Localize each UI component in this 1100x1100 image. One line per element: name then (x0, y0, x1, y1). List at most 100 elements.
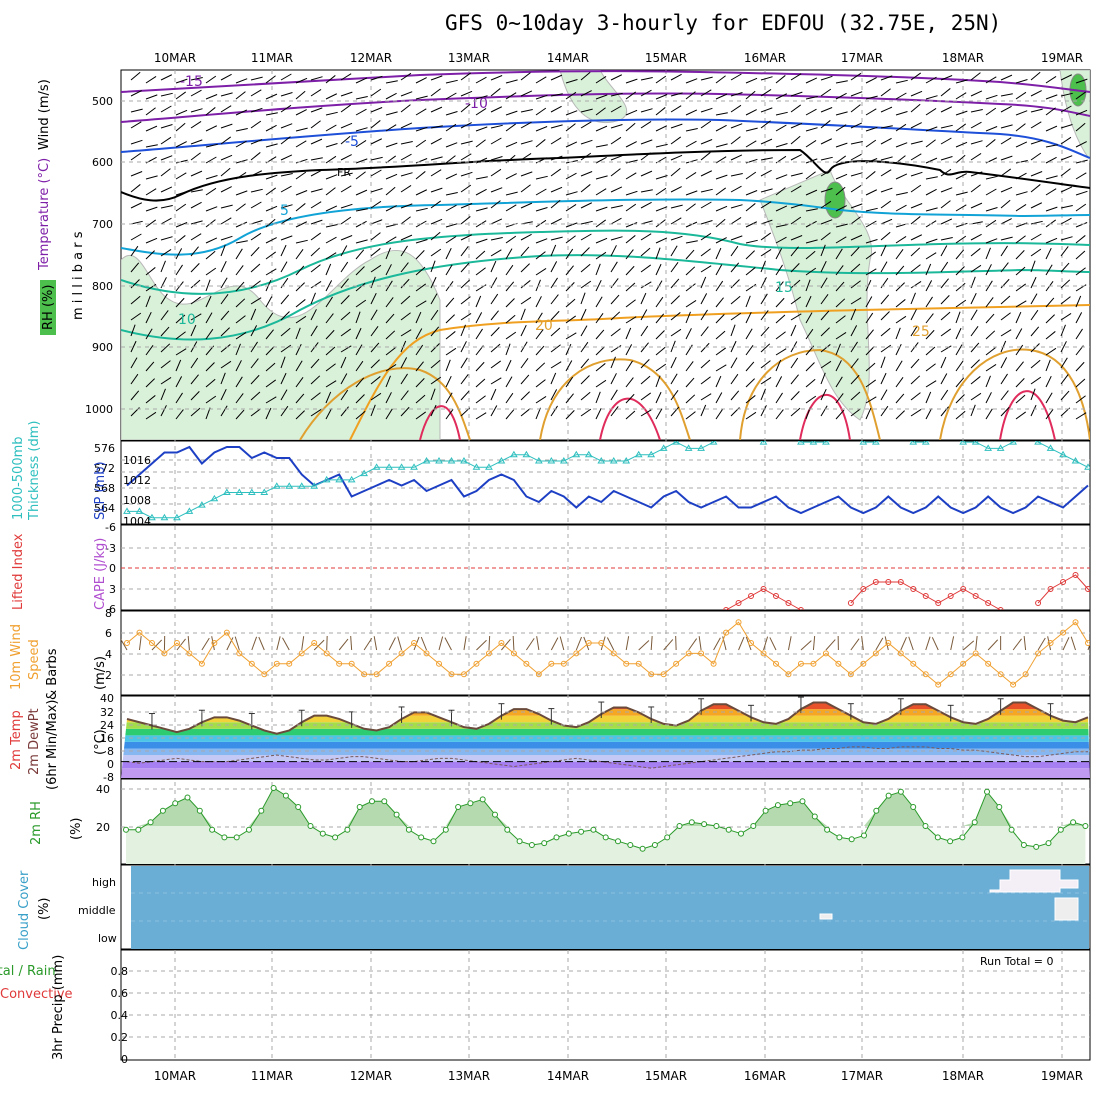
wind-barb (400, 234, 413, 241)
wind-barb (700, 326, 709, 337)
temp-ylabel-2: 2m DewPt (27, 708, 42, 775)
wind-barb (565, 172, 577, 180)
wind-barb (610, 92, 623, 97)
wind-barb-10m (350, 635, 353, 651)
wind-speed-point (847, 671, 854, 678)
wind-barb (1045, 206, 1058, 212)
wind-barb (145, 175, 158, 180)
wind-speed-point (124, 640, 130, 646)
thickness-point (1009, 441, 1018, 445)
wind-barb (325, 263, 332, 276)
wind-barb (760, 249, 772, 257)
wind-barb (550, 327, 561, 337)
wind-barb (355, 299, 367, 308)
cloud-cover-patches (819, 869, 1079, 921)
wind-barb (445, 297, 455, 308)
wind-barb (895, 315, 907, 324)
wind-barb (895, 360, 903, 372)
wind-barb (400, 295, 411, 305)
thickness-point (160, 513, 169, 521)
wind-barb (130, 121, 142, 129)
wind-barb (145, 328, 153, 340)
wind-barb-10m (121, 638, 128, 651)
wind-barb (835, 236, 847, 244)
thickness-point (584, 450, 593, 458)
rh-point (553, 834, 560, 841)
wind-barb (160, 124, 173, 129)
wind-barb (640, 220, 653, 225)
upper-ylabel-rh: RH (%) (41, 285, 56, 330)
wind-barb (775, 348, 787, 356)
temp-band (121, 755, 1090, 762)
wind-barb (595, 251, 607, 260)
wind-barb (685, 128, 698, 132)
label-5: 5 (280, 203, 289, 219)
wind-barb (325, 363, 336, 372)
wind-barb (730, 295, 741, 305)
wind-barb (265, 112, 278, 116)
wind-barb (700, 265, 712, 273)
wind-barb (985, 264, 992, 276)
wind-barb (565, 222, 578, 228)
wind-barb (745, 344, 754, 356)
wind-barb (550, 405, 558, 417)
wind-barb (610, 356, 616, 369)
label--5: -5 (345, 134, 359, 150)
wind-barb (610, 373, 617, 385)
wind-barb (910, 247, 921, 257)
wind-barb (235, 248, 243, 260)
wind-barb (970, 171, 983, 177)
wind-barb (745, 239, 758, 244)
wind-barb (1000, 105, 1012, 113)
rh-moist-spots (824, 73, 1087, 219)
wind-barb (295, 327, 301, 340)
wind-barb (1015, 328, 1023, 340)
wind-barb (310, 201, 322, 209)
wind-barb (445, 79, 458, 84)
wind-barb (580, 121, 592, 129)
wind-barb (280, 344, 292, 353)
wind-barb (535, 251, 546, 260)
wind-barb (925, 188, 937, 196)
li-point (935, 600, 942, 606)
wind-barb (970, 359, 980, 369)
wind-barb (1075, 328, 1083, 340)
wind-barb (535, 268, 547, 276)
thickness-point (173, 513, 181, 521)
wind-barb (565, 204, 577, 212)
wind-barb (685, 377, 695, 388)
wind-barb (415, 250, 425, 260)
wind-barb (1075, 190, 1088, 196)
li-point (972, 593, 979, 599)
thickness-point (447, 457, 456, 464)
wind-barb (580, 292, 586, 305)
thickness-point (297, 482, 306, 489)
wind-barb (265, 143, 278, 148)
wind-barb (460, 262, 470, 273)
wind-barb (475, 312, 483, 324)
wind-barb (175, 109, 188, 116)
li-point (797, 607, 804, 610)
wind-barb (700, 359, 711, 369)
wind-barb (355, 327, 362, 340)
wind-barb (700, 107, 713, 113)
wind-barb (985, 375, 991, 388)
wind-barb-10m (444, 637, 452, 651)
wind-barb (235, 298, 246, 308)
wind-barb (835, 332, 847, 340)
date-label-bottom: 16MAR (744, 1069, 786, 1083)
wind-barb (475, 361, 485, 372)
wind-barb (565, 376, 574, 388)
wind-barb (1000, 124, 1013, 129)
wind-speed-point (1010, 681, 1017, 688)
wind-barb (340, 203, 353, 209)
wind-barb (910, 216, 921, 225)
y-tick-label: 3 (109, 583, 116, 596)
wind-barb (685, 361, 694, 372)
wind-speed-point (685, 650, 692, 657)
wind-barb (655, 313, 665, 324)
wind-barb (385, 223, 398, 228)
wind-barb (745, 267, 756, 276)
wind-barb (700, 152, 711, 161)
wind-barb (1000, 137, 1012, 145)
